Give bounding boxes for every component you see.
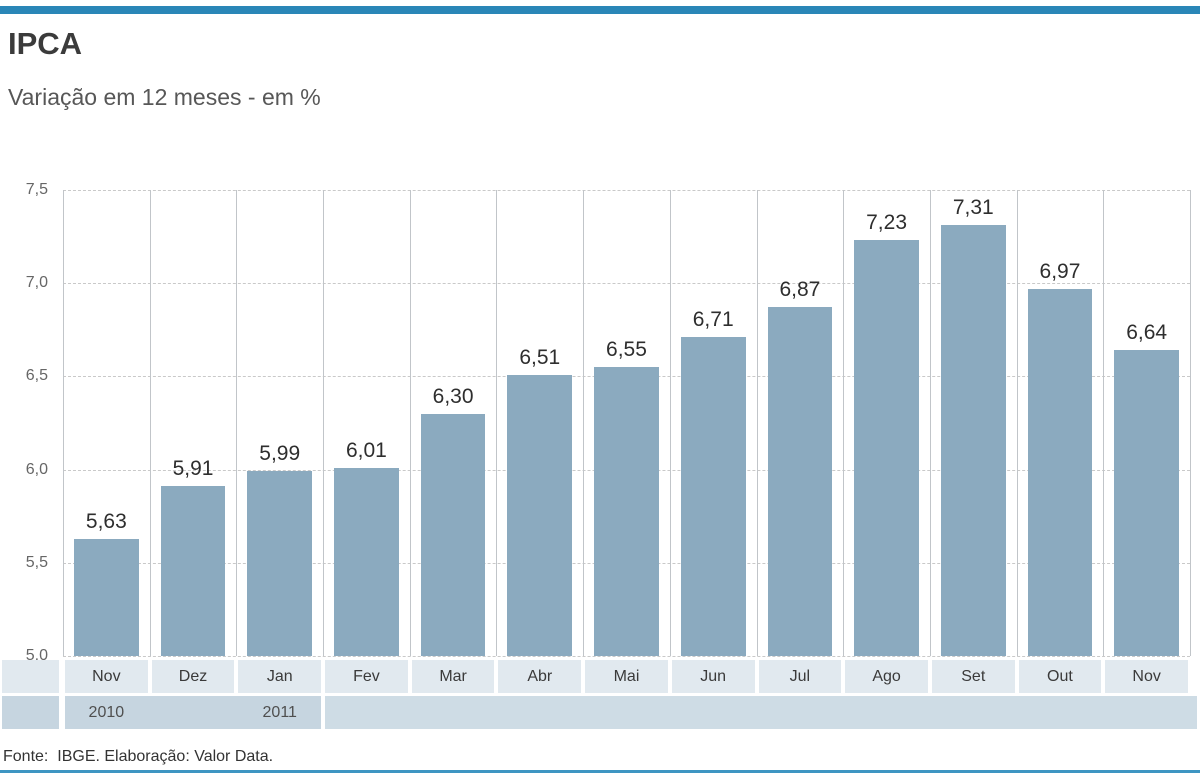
month-label-cell: Mar bbox=[411, 660, 495, 693]
column-separator-line bbox=[409, 190, 411, 656]
y-axis-tick-label: 6,5 bbox=[25, 367, 48, 385]
column-separator-line bbox=[1103, 190, 1105, 656]
bar bbox=[1114, 350, 1179, 656]
column-separator-line bbox=[1016, 190, 1018, 656]
column-separator-line bbox=[1190, 190, 1191, 656]
bar-value-label: 6,51 bbox=[519, 345, 561, 369]
bar bbox=[940, 225, 1006, 656]
month-label-cell: Jan bbox=[238, 660, 322, 693]
bar-value-label: 5,63 bbox=[85, 509, 127, 533]
month-label-cell: Dez bbox=[151, 660, 235, 693]
bottom-accent-rule bbox=[0, 770, 1200, 773]
bar-value-label: 6,64 bbox=[1126, 321, 1168, 345]
month-label-cell: Nov bbox=[65, 660, 148, 693]
column-separator-line bbox=[236, 190, 238, 656]
bar-value-label: 6,30 bbox=[432, 384, 474, 408]
month-label-cell: Jun bbox=[671, 660, 755, 693]
y-axis-tick-label: 5,0 bbox=[25, 647, 48, 664]
bar bbox=[594, 367, 659, 656]
column-separator-line bbox=[843, 190, 845, 656]
bar-value-label: 6,97 bbox=[1039, 259, 1081, 283]
column-separator-line bbox=[669, 190, 671, 656]
y-axis-tick-label: 6,0 bbox=[25, 460, 48, 478]
bar-value-label: 6,01 bbox=[345, 438, 387, 462]
year-row-axis-cell bbox=[2, 696, 59, 729]
top-accent-bar bbox=[0, 6, 1200, 14]
chart-subtitle: Variação em 12 meses - em % bbox=[8, 84, 321, 110]
y-gridline bbox=[63, 190, 1190, 191]
month-label-cell: Mai bbox=[585, 660, 668, 693]
month-label-cell: Set bbox=[931, 660, 1015, 693]
month-label-cell: Abr bbox=[498, 660, 582, 693]
bar bbox=[420, 413, 486, 656]
bar bbox=[1027, 288, 1093, 656]
bar-value-label: 5,99 bbox=[259, 442, 301, 466]
bar-value-label: 5,91 bbox=[172, 457, 214, 481]
month-label-cell: Jul bbox=[758, 660, 842, 693]
bar bbox=[247, 471, 313, 656]
month-label-cell: Nov bbox=[1105, 660, 1188, 693]
column-separator-line bbox=[149, 190, 151, 656]
bar bbox=[507, 374, 573, 656]
y-gridline bbox=[63, 469, 1190, 471]
y-axis-tick-label: 5,5 bbox=[25, 553, 48, 571]
bar bbox=[74, 538, 139, 656]
year-label: 2011 bbox=[262, 703, 297, 721]
bar bbox=[767, 307, 833, 656]
column-separator-line bbox=[63, 190, 64, 656]
bar-value-label: 6,71 bbox=[692, 308, 734, 332]
bar-value-label: 7,31 bbox=[952, 196, 994, 220]
y-axis-tick-label: 7,5 bbox=[25, 181, 48, 198]
month-label-cell: Ago bbox=[845, 660, 928, 693]
month-label-cell: Out bbox=[1018, 660, 1102, 693]
bar-value-label: 6,87 bbox=[779, 278, 821, 302]
bar bbox=[680, 337, 746, 656]
column-separator-line bbox=[756, 190, 758, 656]
bar-value-label: 6,55 bbox=[606, 338, 647, 362]
y-gridline bbox=[63, 283, 1190, 285]
column-separator-line bbox=[496, 190, 498, 656]
year-row-segment-rest bbox=[325, 696, 1197, 729]
year-label: 2010 bbox=[88, 703, 125, 721]
bar bbox=[334, 467, 399, 656]
y-gridline bbox=[63, 656, 1190, 657]
year-row-segment-2010-2011: 2010 2011 bbox=[65, 696, 322, 729]
y-gridline bbox=[63, 376, 1190, 378]
month-row-axis-cell bbox=[2, 660, 59, 693]
bar bbox=[160, 486, 226, 656]
column-separator-line bbox=[323, 190, 325, 656]
column-separator-line bbox=[929, 190, 931, 656]
month-label-cell: Fev bbox=[325, 660, 408, 693]
page-title: IPCA bbox=[8, 26, 83, 61]
y-gridline bbox=[63, 562, 1190, 564]
source-note: Fonte: IBGE. Elaboração: Valor Data. bbox=[3, 748, 274, 765]
bar bbox=[854, 240, 919, 656]
y-axis-tick-label: 7,0 bbox=[25, 274, 48, 292]
column-separator-line bbox=[583, 190, 585, 656]
bar-value-label: 7,23 bbox=[866, 211, 907, 235]
